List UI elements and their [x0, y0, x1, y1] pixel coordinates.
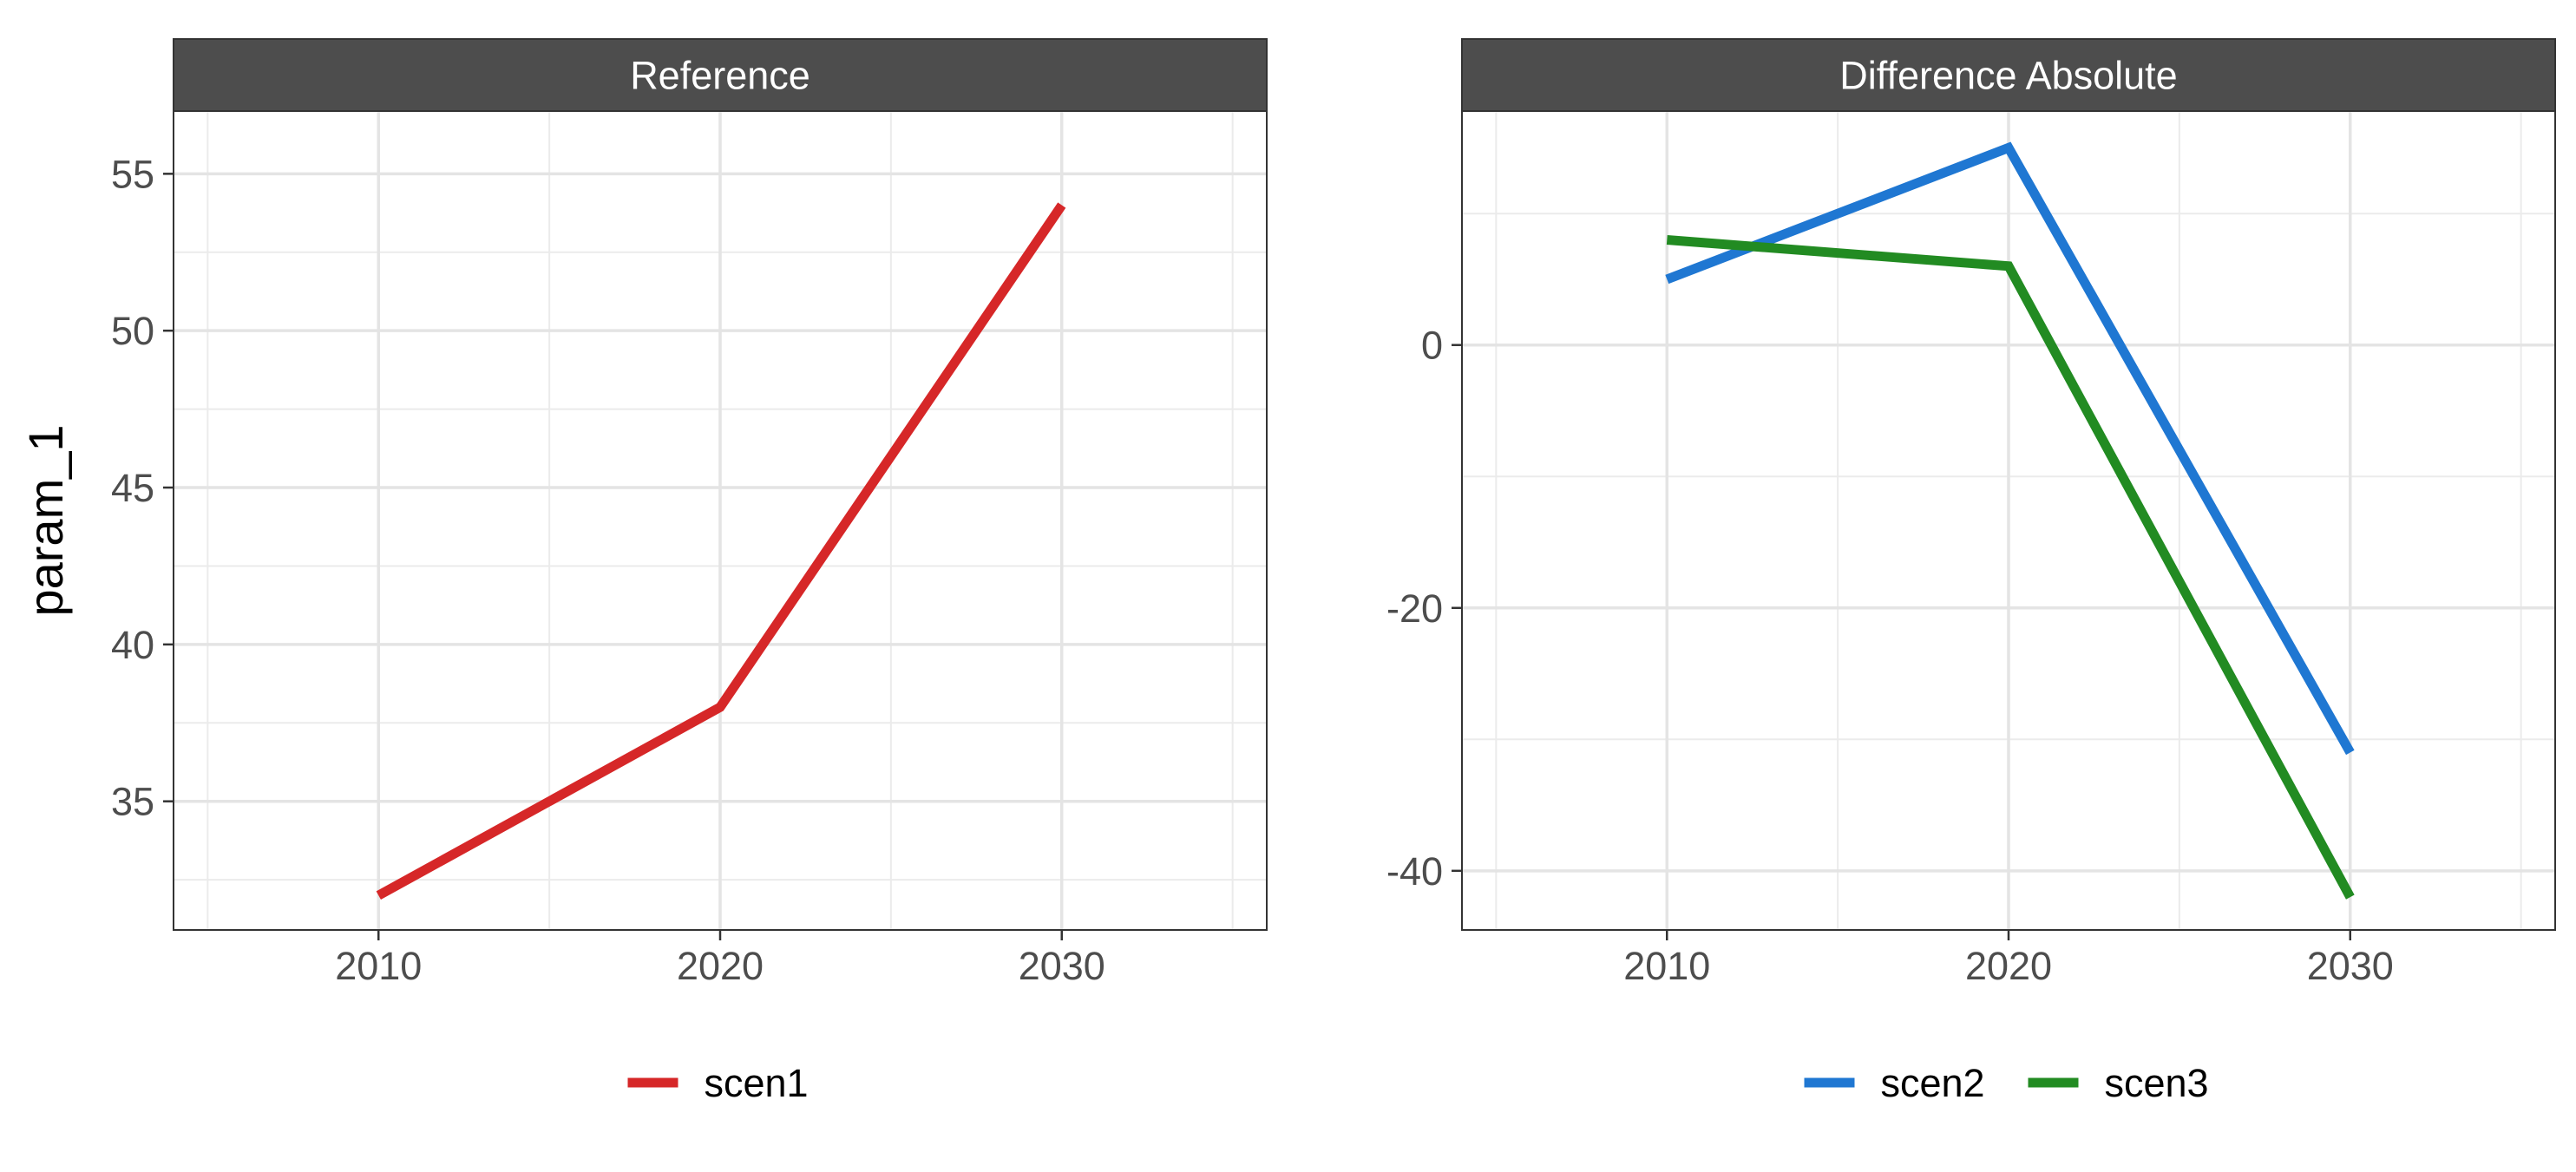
y-tick-label: 45 — [111, 466, 154, 510]
y-axis-title-group: param_1 — [18, 424, 73, 616]
x-tick-label: 2020 — [677, 944, 764, 988]
series-line-scen1 — [376, 202, 1066, 900]
x-tick-label: 2030 — [2307, 944, 2394, 988]
x-tick-label: 2010 — [335, 944, 422, 988]
legend-1: scen2 scen3 — [1804, 1061, 2209, 1105]
x-tick-label: 2020 — [1965, 944, 2052, 988]
y-tick-label: 35 — [111, 780, 154, 824]
y-tick-label: 50 — [111, 309, 154, 353]
y-tick-label: 40 — [111, 623, 154, 667]
facet-strip — [173, 38, 1268, 112]
facet-title: Difference Absolute — [1839, 54, 2177, 98]
y-tick-label: -40 — [1386, 849, 1443, 894]
y-tick-label: 0 — [1421, 324, 1443, 368]
x-tick-label: 2010 — [1623, 944, 1710, 988]
panel-0: Reference 35 40 45 50 55 2010 2020 2030 — [111, 38, 1268, 988]
legends: scen1 scen2 scen3 — [627, 1061, 2209, 1105]
x-tick-label: 2030 — [1019, 944, 1105, 988]
y-tick-label: -20 — [1386, 586, 1443, 631]
series-line-scen2 — [1665, 141, 2355, 756]
legend-label-scen3: scen3 — [2105, 1061, 2209, 1105]
legend-0: scen1 — [627, 1061, 809, 1105]
legend-label-scen1: scen1 — [705, 1061, 809, 1105]
facet-strip — [1461, 38, 2556, 112]
legend-label-scen2: scen2 — [1881, 1061, 1985, 1105]
panel-1: Difference Absolute -40 -20 0 2010 2020 2030 — [1386, 38, 2556, 988]
y-tick-label: 55 — [111, 152, 154, 196]
y-axis-title: param_1 — [18, 424, 73, 616]
series-line-scen3 — [1666, 235, 2355, 900]
facet-title: Reference — [630, 54, 810, 98]
